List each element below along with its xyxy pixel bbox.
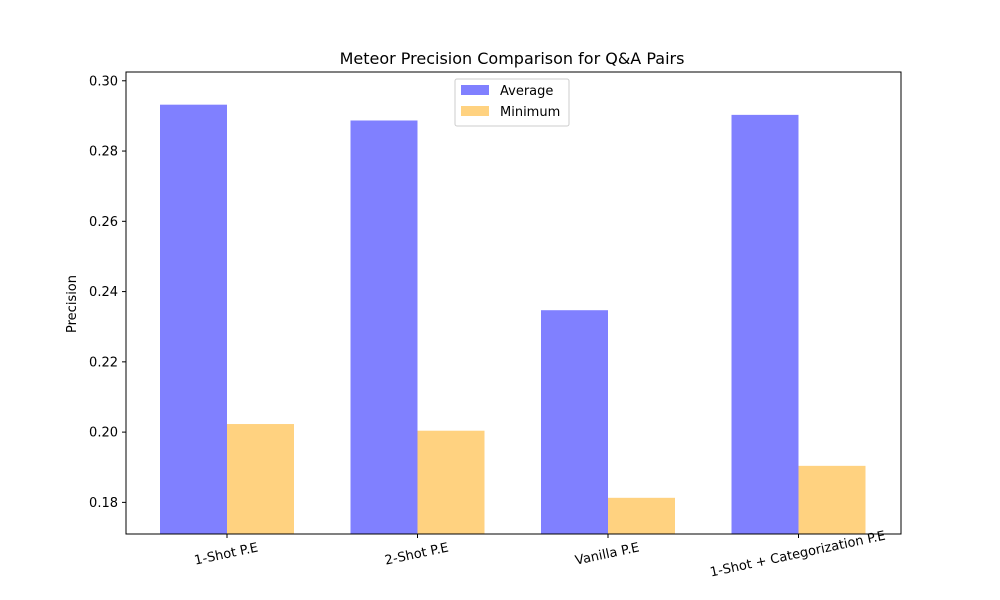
legend-swatch-average <box>461 85 489 95</box>
legend-label-average: Average <box>500 84 553 99</box>
bar-average-4 <box>731 114 799 534</box>
legend: Average Minimum <box>454 78 570 127</box>
bars-layer <box>160 104 866 535</box>
bar-minimum-4 <box>798 465 866 534</box>
x-axis: 1-Shot P.E 2-Shot P.E Vanilla P.E 1-Shot + … <box>193 529 887 581</box>
y-axis-label: Precision <box>65 275 80 333</box>
y-tick-label: 0.28 <box>89 145 118 160</box>
y-tick-label: 0.20 <box>89 426 118 441</box>
y-tick-label: 0.24 <box>89 285 118 300</box>
x-tick-label: 2-Shot P.E <box>384 541 450 569</box>
chart-title: Meteor Precision Comparison for Q&A Pair… <box>340 49 685 68</box>
bar-average-2 <box>350 120 418 535</box>
x-tick-label: 1-Shot + Categorization P.E <box>709 529 887 581</box>
bar-average-3 <box>541 310 608 534</box>
x-tick-label: Vanilla P.E <box>574 540 641 568</box>
y-tick-label: 0.26 <box>89 215 118 230</box>
x-tick-label: 1-Shot P.E <box>193 541 259 569</box>
y-tick-label: 0.22 <box>89 355 118 370</box>
bar-minimum-3 <box>608 497 675 534</box>
legend-swatch-minimum <box>461 106 489 116</box>
legend-label-minimum: Minimum <box>500 105 560 120</box>
y-axis: 0.18 0.20 0.22 0.24 0.26 0.28 0.30 <box>89 74 126 511</box>
bar-minimum-1 <box>227 424 294 534</box>
bar-minimum-2 <box>417 430 485 534</box>
bar-average-1 <box>160 104 227 534</box>
y-tick-label: 0.30 <box>89 74 118 89</box>
y-tick-label: 0.18 <box>89 496 118 511</box>
plot-frame <box>125 71 902 535</box>
